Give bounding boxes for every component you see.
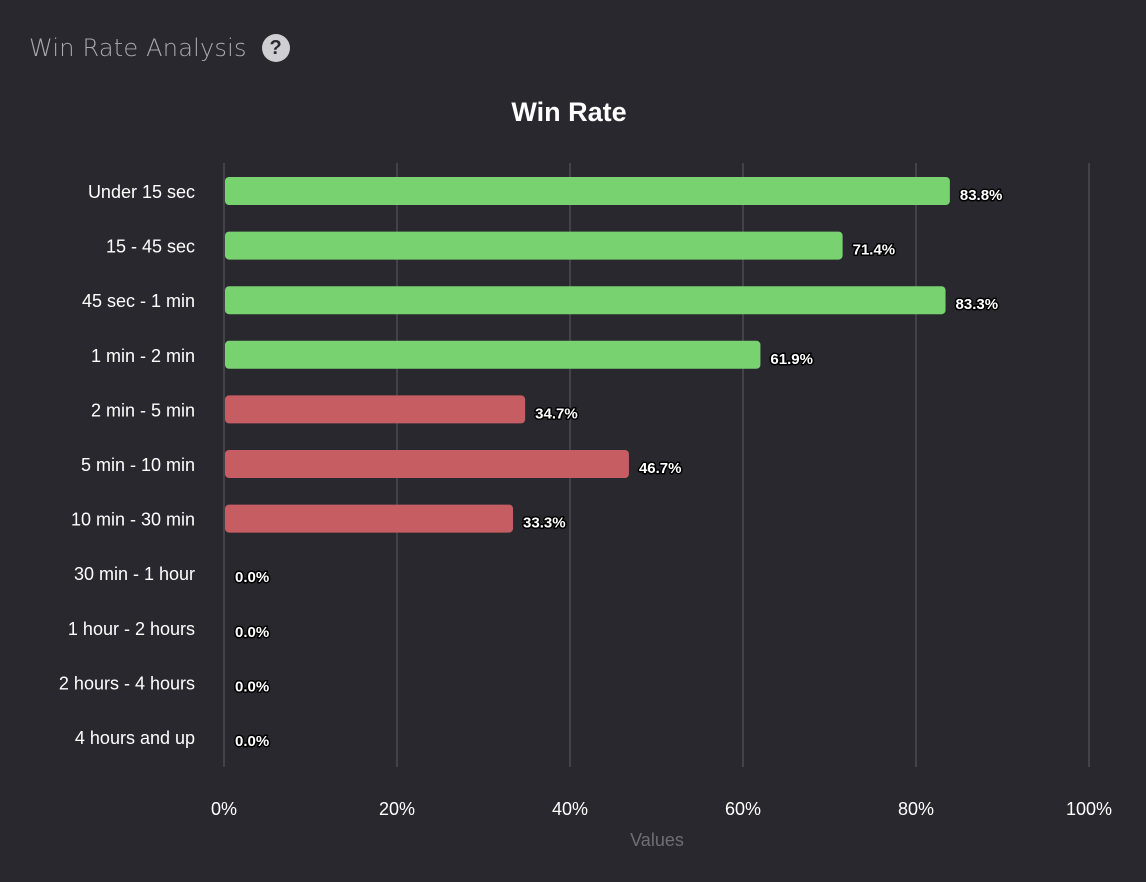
- bar[interactable]: [225, 286, 946, 315]
- data-label: 34.7%: [535, 405, 578, 422]
- data-label: 0.0%: [235, 733, 269, 750]
- data-labels: 83.8% 71.4% 83.3% 61.9% 34.7% 46.7% 33.3% 0.0% 0…: [234, 186, 1004, 752]
- data-label: 83.8%: [960, 187, 1003, 204]
- category-label: 2 min - 5 min: [91, 400, 195, 420]
- chart-title: Win Rate: [511, 97, 626, 127]
- x-tick-label: 80%: [898, 799, 934, 819]
- data-label: 83.3%: [956, 296, 999, 313]
- x-axis-label: Values: [630, 830, 684, 850]
- category-labels: Under 15 sec 15 - 45 sec 45 sec - 1 min 1 m…: [59, 182, 195, 748]
- data-label: 46.7%: [639, 460, 682, 477]
- help-icon[interactable]: ?: [261, 34, 290, 62]
- panel-header: Win Rate Analysis ?: [29, 28, 290, 68]
- bar[interactable]: [225, 450, 629, 478]
- data-label: 61.9%: [770, 351, 813, 368]
- x-tick-label: 100%: [1066, 799, 1112, 819]
- data-label: 0.0%: [235, 678, 269, 695]
- bar[interactable]: [225, 340, 761, 369]
- data-label: 71.4%: [853, 242, 896, 259]
- data-label: 0.0%: [235, 624, 269, 641]
- bar[interactable]: [225, 395, 526, 424]
- x-axis-ticks: 0% 20% 40% 60% 80% 100%: [211, 799, 1112, 819]
- bar[interactable]: [225, 231, 843, 260]
- x-tick-label: 20%: [379, 799, 415, 819]
- data-label: 0.0%: [235, 569, 269, 586]
- data-label: 33.3%: [523, 515, 566, 532]
- x-tick-label: 40%: [552, 799, 588, 819]
- category-label: 45 sec - 1 min: [82, 291, 195, 311]
- category-label: 1 min - 2 min: [91, 346, 195, 366]
- chart-bars: [225, 177, 950, 533]
- bar[interactable]: [225, 177, 950, 205]
- category-label: 30 min - 1 hour: [74, 564, 195, 584]
- category-label: Under 15 sec: [88, 182, 195, 202]
- x-tick-label: 0%: [211, 799, 237, 819]
- category-label: 1 hour - 2 hours: [68, 619, 195, 639]
- category-label: 15 - 45 sec: [106, 237, 195, 257]
- panel-title: Win Rate Analysis: [29, 34, 247, 62]
- category-label: 5 min - 10 min: [81, 455, 195, 475]
- category-label: 4 hours and up: [75, 728, 195, 748]
- category-label: 10 min - 30 min: [71, 510, 195, 530]
- bar[interactable]: [225, 504, 514, 533]
- category-label: 2 hours - 4 hours: [59, 673, 195, 693]
- x-tick-label: 60%: [725, 799, 761, 819]
